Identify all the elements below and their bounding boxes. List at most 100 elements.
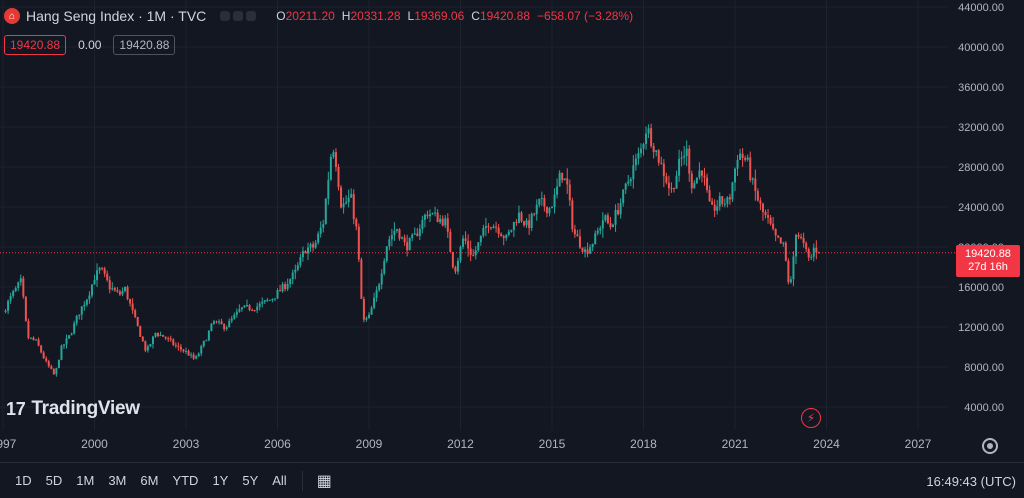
candle-body [667,182,670,189]
candle-body [589,247,592,254]
candle-body [182,349,185,352]
x-tick-label: 2024 [813,437,840,451]
timeframe-all[interactable]: All [272,473,287,488]
buy-price-button[interactable]: 19420.88 [113,35,176,55]
candle-body [495,226,498,228]
candle-body [573,229,576,235]
calendar-range-icon[interactable]: ▦ [316,472,332,490]
timeframe-5y[interactable]: 5Y [242,473,259,488]
candle-body [207,330,210,341]
candle-body [141,336,144,342]
candle-body [98,267,101,271]
candle-body [632,165,635,180]
sell-price-button[interactable]: 19420.88 [4,35,67,55]
candle-body [728,197,731,200]
candle-body [268,299,271,301]
candle-body [548,208,551,214]
candle-body [614,209,617,225]
candle-body [124,287,126,292]
price-chart[interactable]: 4000.00 8000.00 12000.00 16000.00 2000 0.00 24… [0,0,1024,458]
candle-body [388,239,391,247]
candle-body [261,301,264,304]
candle-body [507,231,510,235]
candle-body [538,198,541,205]
candle-body [37,339,40,346]
timeframe-6m[interactable]: 6M [140,473,159,488]
candle-body [195,356,198,359]
candle-body [563,178,566,181]
candle-body [703,175,706,178]
candle-body [131,303,134,311]
candle-body [136,317,139,326]
candle-body [721,196,724,204]
candle-body [85,299,88,305]
candle-body [174,344,177,346]
ohlc-values: O20211.20 H20331.28 L19369.06 C19420.88 … [276,9,633,23]
timeframe-ytd[interactable]: YTD [172,473,199,488]
candle-body [690,173,693,189]
candle-body [210,323,213,331]
candle-body [121,291,124,295]
candle-body [779,237,782,244]
y-tick-label: 40000.00 [958,42,1004,54]
candle-body [240,307,243,310]
candle-body [802,238,805,244]
toolbar-divider [301,470,303,491]
candle-body [299,257,302,266]
candle-body [497,227,500,234]
symbol-title[interactable]: Hang Seng Index · 1M · TVC [26,8,207,24]
candle-body [627,181,630,184]
chart-settings-icon[interactable] [982,438,998,454]
clock-timezone[interactable]: 16:49:43 (UTC) [926,474,1016,489]
candle-body [741,153,744,158]
candle-body [451,251,454,268]
candle-body [22,278,25,297]
x-tick-label: 2003 [173,437,200,451]
candle-body [673,188,675,190]
y-tick-label: 44000.00 [958,2,1004,14]
candle-body [736,159,739,169]
candle-body [17,282,20,288]
candle-body [228,320,231,328]
candle-body [190,354,193,356]
candle-body [144,341,147,351]
candle-body [502,236,505,239]
candle-body [296,265,299,270]
candle-body [774,228,777,236]
candle-body [294,269,297,273]
candle-body [279,290,282,292]
candle-body [662,163,665,177]
candle-body [225,327,228,330]
candle-body [533,213,536,215]
candle-body [4,310,7,312]
candle-body [568,184,571,201]
candle-body [716,206,719,211]
timeframe-1y[interactable]: 1Y [212,473,229,488]
candle-body [360,259,363,299]
lightning-icon[interactable]: ⚡ [801,408,821,428]
candle-body [50,366,53,369]
candle-body [357,226,360,260]
candle-body [515,222,518,224]
candle-body [342,203,345,208]
candle-body [642,144,645,149]
candle-body [218,321,221,323]
candle-body [530,213,533,229]
timeframe-5d[interactable]: 5D [45,473,63,488]
timeframe-1d[interactable]: 1D [15,473,32,488]
candle-body [505,234,508,239]
candle-body [60,345,63,360]
y-tick-label: 32000.00 [958,122,1004,134]
candle-body [83,304,86,307]
candle-body [24,296,27,321]
candle-body [439,218,442,223]
timeframe-3m[interactable]: 3M [108,473,127,488]
candle-body [286,284,289,289]
candle-body [660,162,663,164]
candle-body [113,288,116,291]
timeframe-1m[interactable]: 1M [76,473,95,488]
candle-body [258,303,261,307]
candle-body [683,155,686,158]
candle-body [695,177,698,184]
candle-body [103,268,106,274]
